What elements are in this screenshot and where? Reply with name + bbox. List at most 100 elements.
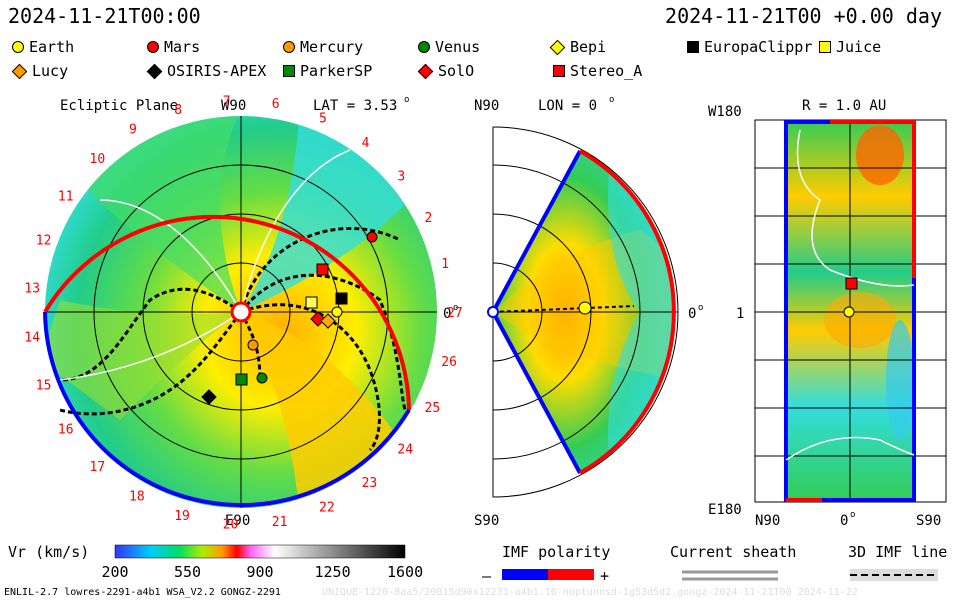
legend-item: Stereo_A [553, 62, 642, 80]
meridional-bottom: S90 [474, 513, 499, 529]
legend-label: ParkerSP [300, 62, 373, 80]
legend-label: OSIRIS-APEX [167, 62, 267, 80]
carrington-tick-label: 3 [397, 170, 405, 185]
colorbar-tick-label: 900 [247, 563, 274, 581]
legend-marker-icon [418, 41, 430, 53]
radial-mid-left: 1 [736, 306, 744, 322]
colorbar-tick-label: 200 [102, 563, 129, 581]
ecliptic-lat: LAT = 3.53 [313, 98, 397, 114]
ecliptic-right-deg: o [453, 303, 458, 313]
imf-label: IMF polarity [502, 543, 610, 561]
legend-label: Venus [435, 38, 481, 56]
legend-label: Lucy [32, 62, 69, 80]
colorbar-tick-label: 1600 [387, 563, 423, 581]
legend-label: Earth [29, 38, 75, 56]
carrington-tick-label: 21 [272, 515, 288, 530]
carrington-tick-label: 8 [174, 103, 182, 118]
timestamp-left: 2024-11-21T00:00 [8, 4, 201, 28]
legend-label: Stereo_A [570, 62, 643, 80]
meridional-lon-deg: o [609, 95, 614, 105]
carrington-tick-label: 5 [319, 111, 327, 126]
radial-x-mid-deg: o [850, 510, 855, 520]
legend-item: Venus [418, 38, 480, 56]
carrington-tick-label: 4 [362, 136, 370, 151]
legend-item: Earth [12, 38, 74, 56]
carrington-tick-label: 16 [58, 423, 74, 438]
legend-label: EuropaClippr [704, 38, 813, 56]
carrington-tick-label: 13 [24, 281, 40, 296]
imf-plus: + [600, 567, 609, 585]
colorbar-tick-label: 550 [174, 563, 201, 581]
carrington-tick-label: 10 [90, 152, 106, 167]
carrington-tick-label: 17 [90, 460, 106, 475]
radial-x-right: S90 [916, 513, 941, 529]
legend-item: Juice [819, 38, 881, 56]
imf-minus: – [482, 567, 492, 585]
legend-label: Bepi [570, 38, 607, 56]
meridional-top: N90 [474, 98, 499, 114]
ecliptic-right-label: 0 [443, 306, 451, 322]
legend-item: Mars [147, 38, 200, 56]
legend-marker-icon [687, 41, 699, 53]
carrington-tick-label: 14 [24, 331, 40, 346]
carrington-tick-label: 15 [36, 379, 52, 394]
imf-line-label: 3D IMF line [848, 543, 947, 561]
legend-marker-icon [553, 65, 565, 77]
legend-item: EuropaClippr [687, 38, 812, 56]
imf-line-legend: 3D IMF line [848, 543, 947, 581]
carrington-tick-label: 9 [129, 122, 137, 137]
legend-marker-icon [147, 41, 159, 53]
ecliptic-lat-deg: o [404, 95, 409, 105]
legend-item: Lucy [11, 62, 69, 80]
legend-label: Mercury [300, 38, 364, 56]
current-sheath-legend: Current sheath [670, 543, 796, 581]
legend-item: Mercury [283, 38, 363, 56]
carrington-tick-label: 20 [223, 518, 239, 533]
radial-top-left: W180 [708, 104, 742, 120]
ecliptic-top-label: W90 [221, 98, 246, 114]
carrington-tick-label: 25 [425, 401, 441, 416]
legend-item: ParkerSP [283, 62, 372, 80]
imf-polarity-legend: IMF polarity – + [482, 543, 610, 585]
radial-panel: W180 R = 1.0 AU 1 E180 N90 0 o S90 [708, 98, 947, 529]
radial-x-mid: 0 [840, 513, 848, 529]
colorbar: Vr (km/s) 200 550 900 1250 1600 [8, 543, 423, 581]
carrington-tick-label: 6 [272, 97, 280, 112]
carrington-tick-label: 19 [174, 509, 190, 524]
carrington-tick-label: 22 [319, 501, 335, 516]
colorbar-tick-label: 1250 [315, 563, 351, 581]
carrington-tick-label: 24 [397, 442, 413, 457]
ecliptic-panel: Ecliptic Plane W90 LAT = 3.53 o 0 o E90 … [24, 94, 463, 533]
radial-x-left: N90 [755, 513, 780, 529]
carrington-tick-label: 18 [129, 490, 145, 505]
legend-label: SolO [438, 62, 475, 80]
carrington-tick-label: 23 [362, 476, 378, 491]
legend-item: OSIRIS-APEX [146, 62, 267, 80]
radial-bottom-left: E180 [708, 502, 742, 518]
meridional-lon: LON = 0 [538, 98, 597, 114]
legend-marker-icon [283, 41, 295, 53]
colorbar-label: Vr (km/s) [8, 543, 89, 561]
radial-title: R = 1.0 AU [802, 98, 886, 114]
carrington-tick-label: 11 [58, 190, 74, 205]
legend-item: Bepi [549, 38, 607, 56]
carrington-tick-label: 27 [447, 306, 463, 321]
legend-label: Mars [164, 38, 201, 56]
footer-left: ENLIL-2.7 lowres-2291-a4b1 WSA_V2.2 GONG… [4, 587, 281, 598]
carrington-tick-label: 1 [441, 257, 449, 272]
footer-right: UNIQUE-1220-8aa5/20815d90x12231-a4b1.16-… [322, 587, 858, 598]
carrington-tick-label: 7 [223, 94, 231, 109]
legend-marker-icon [283, 65, 295, 77]
legend-marker-icon [12, 41, 24, 53]
carrington-tick-label: 2 [425, 211, 433, 226]
ecliptic-bottom-label: E90 [225, 513, 250, 529]
colorbar-ticks: 200 550 900 1250 1600 [102, 563, 424, 581]
sheath-label: Current sheath [670, 543, 796, 561]
ecliptic-title: Ecliptic Plane [60, 98, 178, 114]
meridional-right: 0 [688, 306, 696, 322]
meridional-right-deg: o [698, 303, 703, 313]
meridional-panel: N90 LON = 0 o 0 o S90 [474, 95, 703, 529]
legend-label: Juice [836, 38, 882, 56]
timestamp-right: 2024-11-21T00 +0.00 day [665, 4, 942, 28]
